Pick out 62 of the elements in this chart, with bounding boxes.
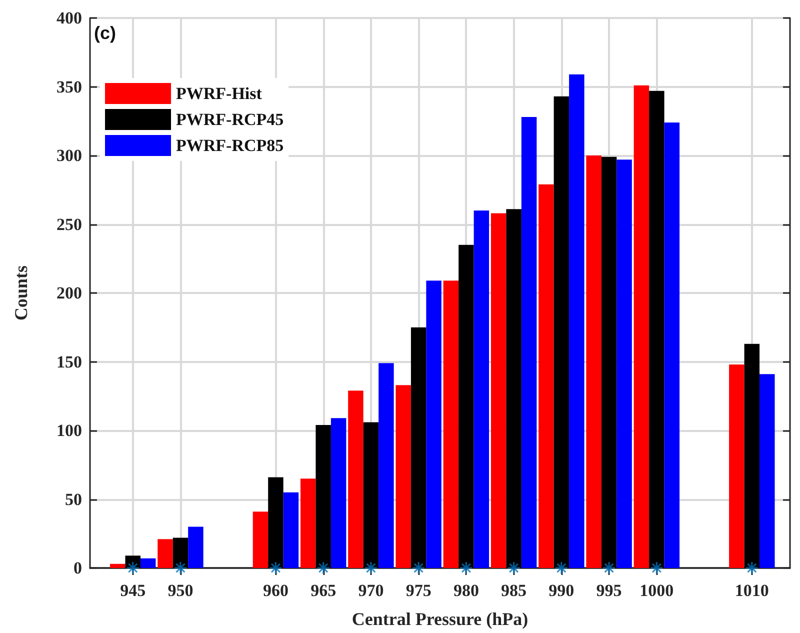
y-tick-label: 350 bbox=[56, 77, 82, 96]
bar bbox=[316, 425, 331, 568]
bar bbox=[458, 244, 474, 568]
y-tick-label: 50 bbox=[65, 490, 82, 509]
bar bbox=[729, 364, 744, 568]
bar bbox=[744, 344, 760, 568]
bar bbox=[158, 539, 173, 568]
y-tick-label: 400 bbox=[56, 8, 82, 28]
x-tick-label: 950 bbox=[168, 581, 194, 600]
bar bbox=[188, 526, 204, 568]
x-tick-label: 975 bbox=[406, 581, 432, 600]
bar bbox=[760, 374, 775, 568]
bar bbox=[634, 85, 650, 568]
x-tick-label: 990 bbox=[548, 581, 574, 600]
bar bbox=[649, 90, 664, 568]
bar bbox=[538, 184, 554, 568]
x-tick-label: 985 bbox=[501, 581, 527, 600]
bar bbox=[300, 478, 316, 568]
legend-label: PWRF-Hist bbox=[176, 84, 262, 103]
legend-label: PWRF-RCP45 bbox=[176, 110, 284, 129]
x-tick-label: 995 bbox=[596, 581, 622, 600]
legend-label: PWRF-RCP85 bbox=[176, 136, 284, 155]
bar bbox=[410, 327, 426, 568]
x-axis-title: Central Pressure (hPa) bbox=[352, 609, 528, 629]
x-tick-label: 1010 bbox=[734, 581, 769, 600]
bar bbox=[252, 512, 268, 568]
y-axis-title: Counts bbox=[11, 265, 31, 321]
bar bbox=[110, 564, 126, 568]
bar bbox=[616, 160, 632, 568]
bar bbox=[172, 538, 188, 568]
bar bbox=[586, 156, 602, 568]
bar bbox=[490, 213, 506, 568]
annotation: (c) bbox=[94, 23, 116, 43]
bar bbox=[474, 210, 490, 568]
y-tick-label: 150 bbox=[56, 352, 82, 372]
bar bbox=[569, 74, 584, 568]
bar bbox=[554, 96, 570, 568]
bar bbox=[601, 156, 617, 568]
bar bbox=[268, 477, 284, 568]
bar bbox=[363, 422, 379, 568]
y-tick-label: 250 bbox=[56, 214, 82, 234]
x-tick-label: 960 bbox=[262, 581, 288, 600]
bar bbox=[140, 558, 156, 568]
x-tick-label: 980 bbox=[453, 581, 479, 600]
bar bbox=[426, 280, 442, 568]
bar bbox=[283, 492, 299, 568]
x-tick-label: 945 bbox=[120, 581, 146, 600]
bar bbox=[396, 385, 411, 568]
bar bbox=[443, 280, 459, 568]
bar bbox=[330, 418, 346, 568]
bar bbox=[521, 117, 537, 568]
bar bbox=[506, 209, 522, 568]
y-tick-label: 100 bbox=[56, 421, 82, 440]
y-tick-label: 300 bbox=[56, 146, 82, 165]
y-tick-label: 0 bbox=[74, 558, 82, 578]
bar bbox=[664, 122, 680, 568]
bar bbox=[378, 363, 394, 568]
bar bbox=[348, 390, 364, 568]
x-tick-label: 970 bbox=[358, 581, 384, 600]
x-tick-label: 965 bbox=[310, 581, 336, 600]
x-tick-label: 1000 bbox=[640, 581, 674, 600]
y-tick-label: 200 bbox=[56, 284, 82, 302]
